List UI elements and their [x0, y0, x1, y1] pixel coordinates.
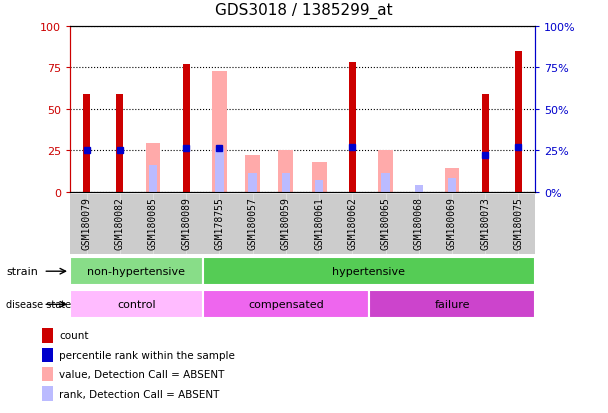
Text: GDS3018 / 1385299_at: GDS3018 / 1385299_at [215, 2, 393, 19]
Bar [212, 71, 227, 192]
Text: GSM180069: GSM180069 [447, 197, 457, 250]
Text: disease state: disease state [6, 299, 71, 310]
Text: GSM180085: GSM180085 [148, 197, 158, 250]
Bar [369, 291, 535, 318]
Bar [515, 52, 522, 192]
Text: GSM180062: GSM180062 [347, 197, 358, 250]
Text: GSM180075: GSM180075 [513, 197, 523, 250]
Bar [245, 156, 260, 192]
Bar [249, 174, 257, 192]
Text: rank, Detection Call = ABSENT: rank, Detection Call = ABSENT [59, 389, 219, 399]
Bar [83, 95, 90, 192]
Text: strain: strain [6, 266, 38, 277]
Bar [149, 166, 157, 192]
Bar [42, 367, 53, 382]
Text: control: control [117, 299, 156, 310]
Bar [415, 185, 423, 192]
Text: GSM180082: GSM180082 [115, 197, 125, 250]
Text: GSM180061: GSM180061 [314, 197, 324, 250]
Text: GSM178755: GSM178755 [215, 197, 224, 250]
Bar [145, 144, 161, 192]
Bar [348, 63, 356, 192]
Text: GSM180073: GSM180073 [480, 197, 490, 250]
Bar [42, 348, 53, 362]
Text: GSM180079: GSM180079 [81, 197, 92, 250]
Bar [282, 174, 290, 192]
Bar [42, 328, 53, 343]
Text: GSM180089: GSM180089 [181, 197, 191, 250]
Text: percentile rank within the sample: percentile rank within the sample [59, 350, 235, 360]
Text: non-hypertensive: non-hypertensive [88, 266, 185, 277]
Bar [203, 291, 369, 318]
Bar [70, 258, 203, 285]
Text: GSM180057: GSM180057 [247, 197, 258, 250]
Bar [42, 386, 53, 401]
Bar [448, 179, 456, 192]
Bar [215, 149, 224, 192]
Text: count: count [59, 330, 89, 341]
Bar [182, 65, 190, 192]
Text: value, Detection Call = ABSENT: value, Detection Call = ABSENT [59, 369, 224, 379]
Bar [116, 95, 123, 192]
Text: hypertensive: hypertensive [333, 266, 406, 277]
Bar [381, 174, 390, 192]
Text: failure: failure [434, 299, 470, 310]
Bar [444, 169, 460, 192]
Bar [278, 151, 293, 192]
Text: GSM180059: GSM180059 [281, 197, 291, 250]
Text: compensated: compensated [248, 299, 323, 310]
Bar [203, 258, 535, 285]
Bar [312, 162, 326, 192]
Text: GSM180068: GSM180068 [414, 197, 424, 250]
Bar [315, 180, 323, 192]
Bar [378, 151, 393, 192]
Text: GSM180065: GSM180065 [381, 197, 390, 250]
Bar [70, 291, 203, 318]
Bar [482, 95, 489, 192]
